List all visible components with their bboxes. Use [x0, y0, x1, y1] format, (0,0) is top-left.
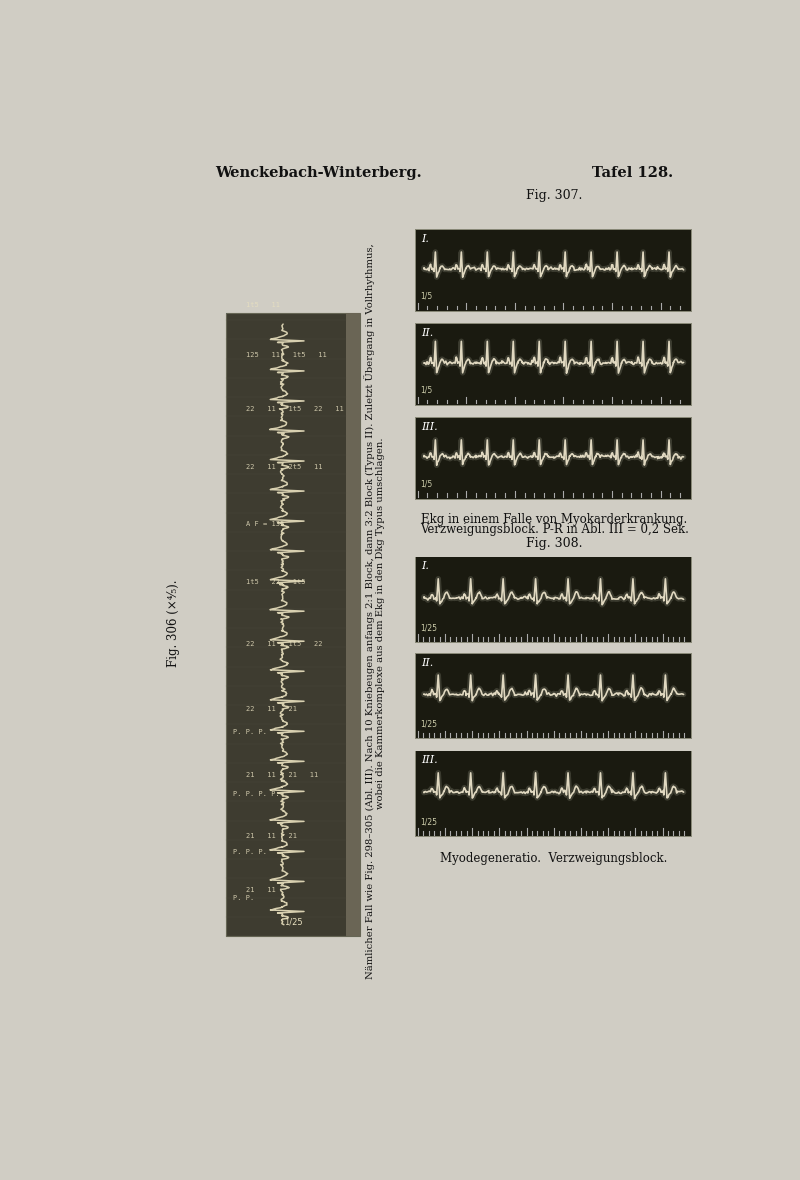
Text: Wenckebach-Winterberg.: Wenckebach-Winterberg.: [214, 166, 422, 181]
Bar: [416, 654, 691, 739]
Text: P. P. P.: P. P. P.: [233, 848, 266, 854]
Text: Myodegeneratio.  Verzweigungsblock.: Myodegeneratio. Verzweigungsblock.: [441, 852, 668, 865]
Text: 125   11   1t5   11: 125 11 1t5 11: [246, 352, 326, 358]
Text: 22   11   2t5   11: 22 11 2t5 11: [246, 464, 322, 470]
Text: 1/25: 1/25: [420, 817, 437, 826]
Bar: [415, 750, 692, 837]
Bar: [416, 230, 691, 299]
Text: 1/5: 1/5: [420, 291, 432, 301]
Text: 21   11   21: 21 11 21: [246, 833, 297, 839]
Text: 1/25: 1/25: [284, 918, 302, 926]
Bar: [416, 324, 691, 405]
Text: 21   11   21   11: 21 11 21 11: [246, 772, 318, 778]
Bar: [416, 557, 691, 630]
Text: 21   11: 21 11: [246, 887, 275, 893]
Text: A F = 135: A F = 135: [246, 522, 284, 527]
Bar: [416, 418, 691, 499]
Bar: [415, 418, 692, 499]
Text: 1/25: 1/25: [420, 720, 437, 728]
Text: 1/5: 1/5: [420, 480, 432, 489]
Text: wobei die Kammerkomplexe aus dem Ekg in den Dkg Typus umschlagen.: wobei die Kammerkomplexe aus dem Ekg in …: [376, 437, 385, 808]
Text: II.: II.: [422, 657, 434, 668]
Text: Fig. 306 (×⁴⁄₅).: Fig. 306 (×⁴⁄₅).: [167, 579, 180, 667]
Text: 1t5   11: 1t5 11: [246, 302, 280, 308]
Text: 22   11   1t5   22: 22 11 1t5 22: [246, 641, 322, 647]
Text: 1/25: 1/25: [420, 623, 437, 632]
Text: I.: I.: [422, 234, 430, 244]
Text: 1t5   22   1t5: 1t5 22 1t5: [246, 579, 306, 585]
Text: I.: I.: [422, 562, 430, 571]
Text: III.: III.: [422, 422, 438, 432]
Bar: [415, 653, 692, 739]
Text: Tafel 128.: Tafel 128.: [592, 166, 674, 181]
Text: 22   11   21: 22 11 21: [246, 706, 297, 712]
Text: P. P. P.: P. P. P.: [233, 729, 266, 735]
Bar: [416, 654, 691, 726]
Text: II.: II.: [422, 328, 434, 337]
Text: Fig. 308.: Fig. 308.: [526, 537, 582, 550]
Text: 22   11   1t5   22   11: 22 11 1t5 22 11: [246, 406, 343, 412]
Bar: [416, 752, 691, 837]
Text: III.: III.: [422, 755, 438, 766]
Bar: [416, 418, 691, 486]
Bar: [416, 230, 691, 312]
Bar: [226, 313, 360, 936]
Bar: [416, 324, 691, 393]
Text: Fig. 307.: Fig. 307.: [526, 189, 582, 202]
Bar: [416, 557, 691, 642]
Text: Ekg in einem Falle von Myokarderkrankung.: Ekg in einem Falle von Myokarderkrankung…: [421, 513, 687, 526]
Text: P. P.: P. P.: [233, 894, 254, 900]
Bar: [346, 313, 360, 936]
Bar: [226, 313, 360, 936]
Bar: [415, 229, 692, 312]
Bar: [416, 752, 691, 824]
Text: 1/5: 1/5: [420, 386, 432, 395]
Text: Verzweigungsblock. P-R in Abl. III = 0,2 Sek.: Verzweigungsblock. P-R in Abl. III = 0,2…: [420, 523, 689, 536]
Bar: [415, 323, 692, 406]
Text: P. P. P. P.: P. P. P. P.: [233, 791, 279, 796]
Text: Nämlicher Fall wie Fig. 298–305 (Abl. III). Nach 10 Kniebeugen anfangs 2:1 Block: Nämlicher Fall wie Fig. 298–305 (Abl. II…: [364, 243, 375, 979]
Bar: [415, 557, 692, 643]
